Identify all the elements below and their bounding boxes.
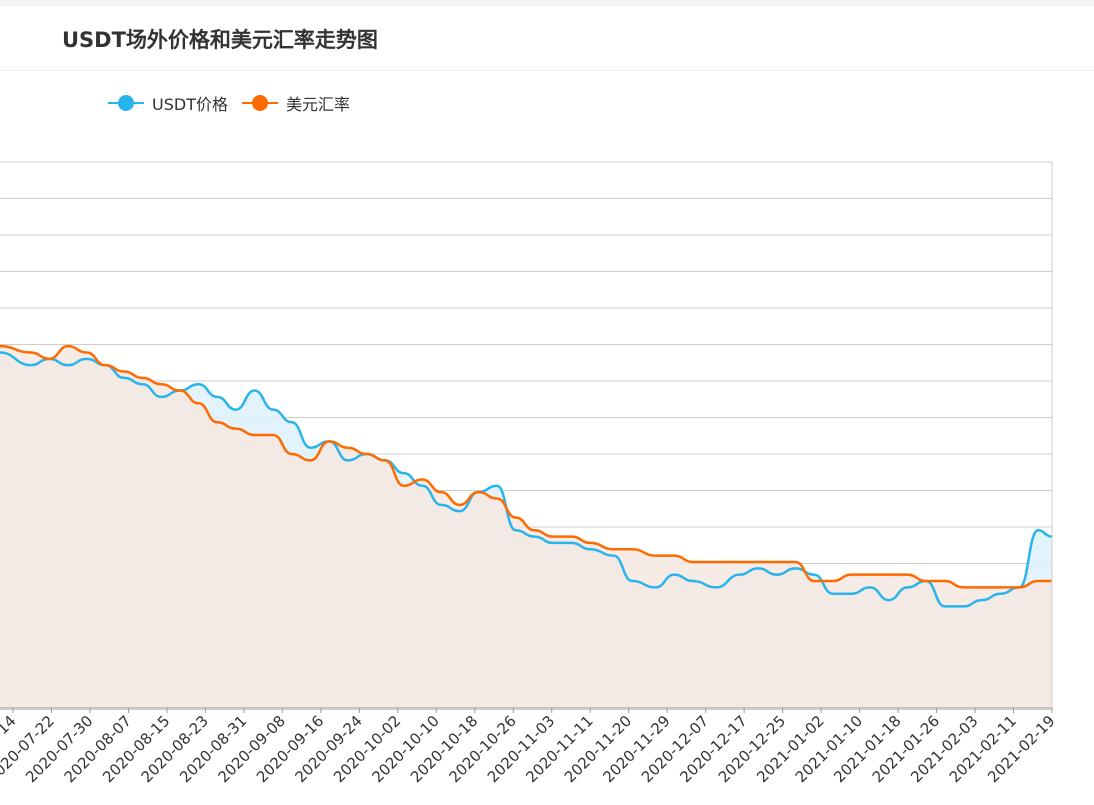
series-line-usd xyxy=(0,344,1052,589)
legend-usd-marker-icon xyxy=(241,94,278,112)
chart-title: USDT场外价格和美元汇率走势图 xyxy=(62,28,378,52)
legend: USDT价格 美元汇率 xyxy=(108,92,364,114)
card-header: USDT场外价格和美元汇率走势图 xyxy=(0,6,1094,71)
legend-usdt-label: USDT价格 xyxy=(152,95,228,114)
legend-item-usd[interactable]: 美元汇率 xyxy=(241,91,350,115)
legend-usd-label: 美元汇率 xyxy=(285,95,350,114)
legend-usdt-marker-icon xyxy=(108,94,144,112)
legend-item-usdt[interactable]: USDT价格 xyxy=(108,91,228,115)
series-lines xyxy=(0,344,1053,608)
